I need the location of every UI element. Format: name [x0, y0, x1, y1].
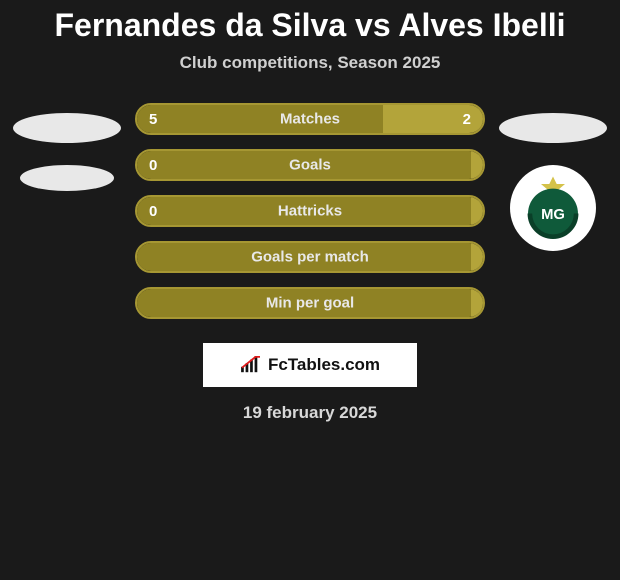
stat-value-p2 [471, 243, 483, 271]
player2-column: MG [493, 101, 613, 251]
stat-value-p1 [137, 243, 471, 271]
infographic-container: Fernandes da Silva vs Alves Ibelli Club … [0, 0, 620, 423]
stat-bars: 52Matches 0Goals 0Hattricks Goals per match… [135, 101, 485, 319]
brand-attribution: FcTables.com [203, 343, 417, 387]
stat-row: 0Hattricks [135, 195, 485, 227]
stat-value-p1: 0 [137, 151, 471, 179]
player1-avatar-placeholder [13, 113, 121, 143]
stat-row: Goals per match [135, 241, 485, 273]
stat-value-p2: 2 [383, 105, 483, 133]
comparison-grid: 52Matches 0Goals 0Hattricks Goals per match… [0, 101, 620, 319]
club-crest-icon: MG [516, 171, 590, 245]
stat-value-p1 [137, 289, 471, 317]
svg-text:MG: MG [541, 207, 565, 223]
player2-club-badge: MG [510, 165, 596, 251]
brand-text: FcTables.com [268, 355, 380, 375]
stat-row: 0Goals [135, 149, 485, 181]
stat-value-p2 [471, 289, 483, 317]
page-title: Fernandes da Silva vs Alves Ibelli [54, 8, 565, 43]
bar-chart-icon [240, 356, 262, 374]
player1-column [7, 101, 127, 191]
snapshot-date: 19 february 2025 [243, 403, 377, 423]
stat-row: 52Matches [135, 103, 485, 135]
player1-club-placeholder [20, 165, 114, 191]
player2-avatar-placeholder [499, 113, 607, 143]
stat-value-p1: 0 [137, 197, 471, 225]
stat-row: Min per goal [135, 287, 485, 319]
stat-value-p2 [471, 197, 483, 225]
stat-value-p1: 5 [137, 105, 383, 133]
subtitle: Club competitions, Season 2025 [180, 53, 441, 73]
stat-value-p2 [471, 151, 483, 179]
